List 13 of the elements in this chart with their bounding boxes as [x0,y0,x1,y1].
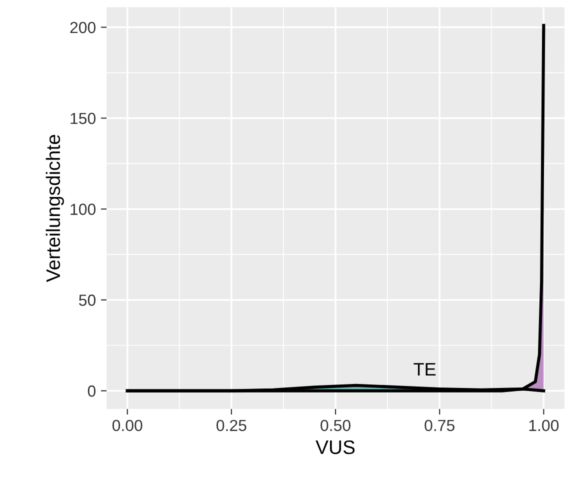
x-axis-title: VUS [316,440,355,454]
x-tick-label: 0.50 [320,420,350,432]
y-tick-label: 150 [70,112,96,124]
x-tick-label: 0.25 [216,420,246,432]
y-tick-label: 0 [88,385,96,397]
annotation: TE [414,363,436,376]
x-tick-label: 0.75 [424,420,454,432]
x-tick-label: 1.00 [529,420,559,432]
x-tick-label: 0.00 [112,420,142,432]
y-tick-label: 100 [70,204,96,215]
y-tick-label: 50 [79,294,96,306]
y-axis-title: Verteilungsdichte [46,134,64,282]
y-tick-label: 200 [70,22,96,34]
